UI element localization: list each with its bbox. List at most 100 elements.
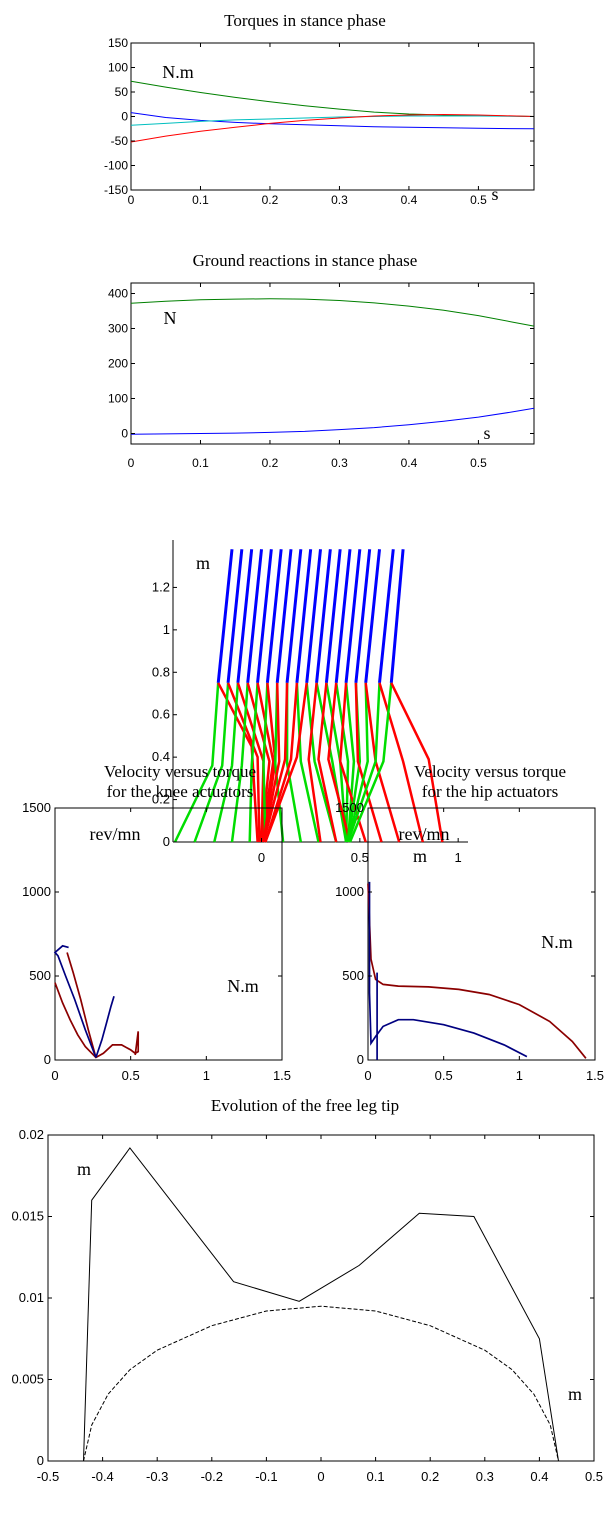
y-unit-label: rev/mn <box>90 824 141 844</box>
leg-a-8 <box>295 682 320 843</box>
y-tick-label: 1 <box>163 622 170 637</box>
leg-b-11 <box>317 682 338 843</box>
leg-a-2 <box>213 682 240 843</box>
series-1 <box>130 112 535 130</box>
x-tick-label: 0.5 <box>351 850 369 865</box>
chart-title: for the hip actuators <box>422 782 558 801</box>
trunk-1 <box>226 549 244 684</box>
y-tick-label: 100 <box>108 61 128 75</box>
leg-b-9 <box>264 682 308 843</box>
y-tick-label: 300 <box>108 322 128 336</box>
y-tick-label: 0 <box>37 1453 44 1468</box>
series-2 <box>53 944 97 1058</box>
series-3 <box>130 113 535 143</box>
chart-0: Torques in stance phase 150 100 50 0 -50 -100 -… <box>104 11 535 207</box>
y-tick-label: 400 <box>108 287 128 301</box>
x-tick-label: 1.5 <box>273 1068 291 1083</box>
trunk-16 <box>378 549 395 684</box>
trunk-12 <box>334 549 352 684</box>
x-tick-label: 0.3 <box>331 193 348 207</box>
x-tick-label: 0 <box>128 193 135 207</box>
x-tick-label: 0 <box>128 456 135 470</box>
y-tick-label: 0.015 <box>11 1209 44 1224</box>
y-tick-label: 0.4 <box>152 749 170 764</box>
plot-frame <box>47 1134 595 1462</box>
x-tick-label: 0.5 <box>470 456 487 470</box>
series-0 <box>54 982 140 1059</box>
x-unit-label: N.m <box>227 976 259 996</box>
y-tick-label: 1.2 <box>152 579 170 594</box>
x-tick-label: 0 <box>317 1469 324 1484</box>
leg-a-3 <box>230 682 249 843</box>
chart-title: Velocity versus torque <box>414 762 566 781</box>
x-tick-label: -0.5 <box>37 1469 59 1484</box>
y-unit-label: N.m <box>162 62 194 82</box>
x-tick-label: -0.4 <box>91 1469 113 1484</box>
x-tick-label: -0.1 <box>255 1469 277 1484</box>
chart-2: 0 0.2 0.4 0.6 0.8 1 1.2 0 0.5 1 m m <box>152 540 468 866</box>
trunk-2 <box>236 549 254 684</box>
y-tick-label: 1500 <box>335 800 364 815</box>
x-tick-label: 0.1 <box>192 456 209 470</box>
chart-title: Ground reactions in stance phase <box>193 251 418 270</box>
y-tick-label: 1000 <box>335 884 364 899</box>
y-tick-label: 0 <box>163 834 170 849</box>
leg-b-12 <box>327 682 352 843</box>
leg-a-17 <box>348 682 393 843</box>
leg-b-1 <box>226 682 261 843</box>
series-1 <box>83 1305 559 1462</box>
plot-frame <box>54 807 283 1061</box>
y-tick-label: 0.01 <box>19 1290 44 1305</box>
y-tick-label: 0.8 <box>152 664 170 679</box>
leg-a-16 <box>346 682 381 843</box>
y-tick-label: 0 <box>121 427 128 441</box>
trunk-9 <box>305 549 322 684</box>
leg-a-10 <box>315 682 348 843</box>
trunk-3 <box>246 549 263 684</box>
trunk-14 <box>354 549 372 684</box>
trunk-5 <box>265 549 283 684</box>
x-tick-label: 0.4 <box>401 456 418 470</box>
y-tick-label: -100 <box>104 159 128 173</box>
trunk-4 <box>256 549 273 684</box>
y-tick-label: 500 <box>29 968 51 983</box>
x-tick-label: 0.5 <box>122 1068 140 1083</box>
x-tick-label: 1 <box>455 850 462 865</box>
x-tick-label: 0.3 <box>331 456 348 470</box>
y-tick-label: -150 <box>104 183 128 197</box>
x-unit-label: m <box>413 846 427 866</box>
x-tick-label: 0.1 <box>367 1469 385 1484</box>
y-tick-label: 1000 <box>22 884 51 899</box>
x-tick-label: 0.5 <box>435 1068 453 1083</box>
y-unit-label: m <box>196 553 210 573</box>
trunk-8 <box>295 549 313 684</box>
chart-5: Evolution of the free leg tip 0 0.005 0.01 0… <box>11 1096 603 1484</box>
series-0 <box>130 80 535 117</box>
y-tick-label: 0.02 <box>19 1127 44 1142</box>
y-tick-label: 1500 <box>22 800 51 815</box>
leg-a-9 <box>305 682 338 843</box>
x-unit-label: N.m <box>541 932 573 952</box>
series-1 <box>368 881 528 1058</box>
leg-b-16 <box>378 682 425 843</box>
x-tick-label: 0.4 <box>530 1469 548 1484</box>
y-tick-label: 0.005 <box>11 1372 44 1387</box>
leg-a-0 <box>173 682 220 843</box>
x-tick-label: 0.2 <box>262 456 279 470</box>
x-tick-label: 0.5 <box>470 193 487 207</box>
x-tick-label: -0.2 <box>201 1469 223 1484</box>
chart-title: for the knee actuators <box>107 782 254 801</box>
leg-b-8 <box>264 682 299 843</box>
leg-b-6 <box>262 682 281 843</box>
leg-b-17 <box>390 682 444 843</box>
y-tick-label: 0.6 <box>152 707 170 722</box>
y-tick-label: 0 <box>121 110 128 124</box>
x-tick-label: 0 <box>258 850 265 865</box>
trunk-0 <box>216 549 234 684</box>
x-tick-label: 1.5 <box>586 1068 604 1083</box>
trunk-15 <box>364 549 381 684</box>
y-tick-label: 50 <box>115 85 129 99</box>
trunk-6 <box>275 549 293 684</box>
